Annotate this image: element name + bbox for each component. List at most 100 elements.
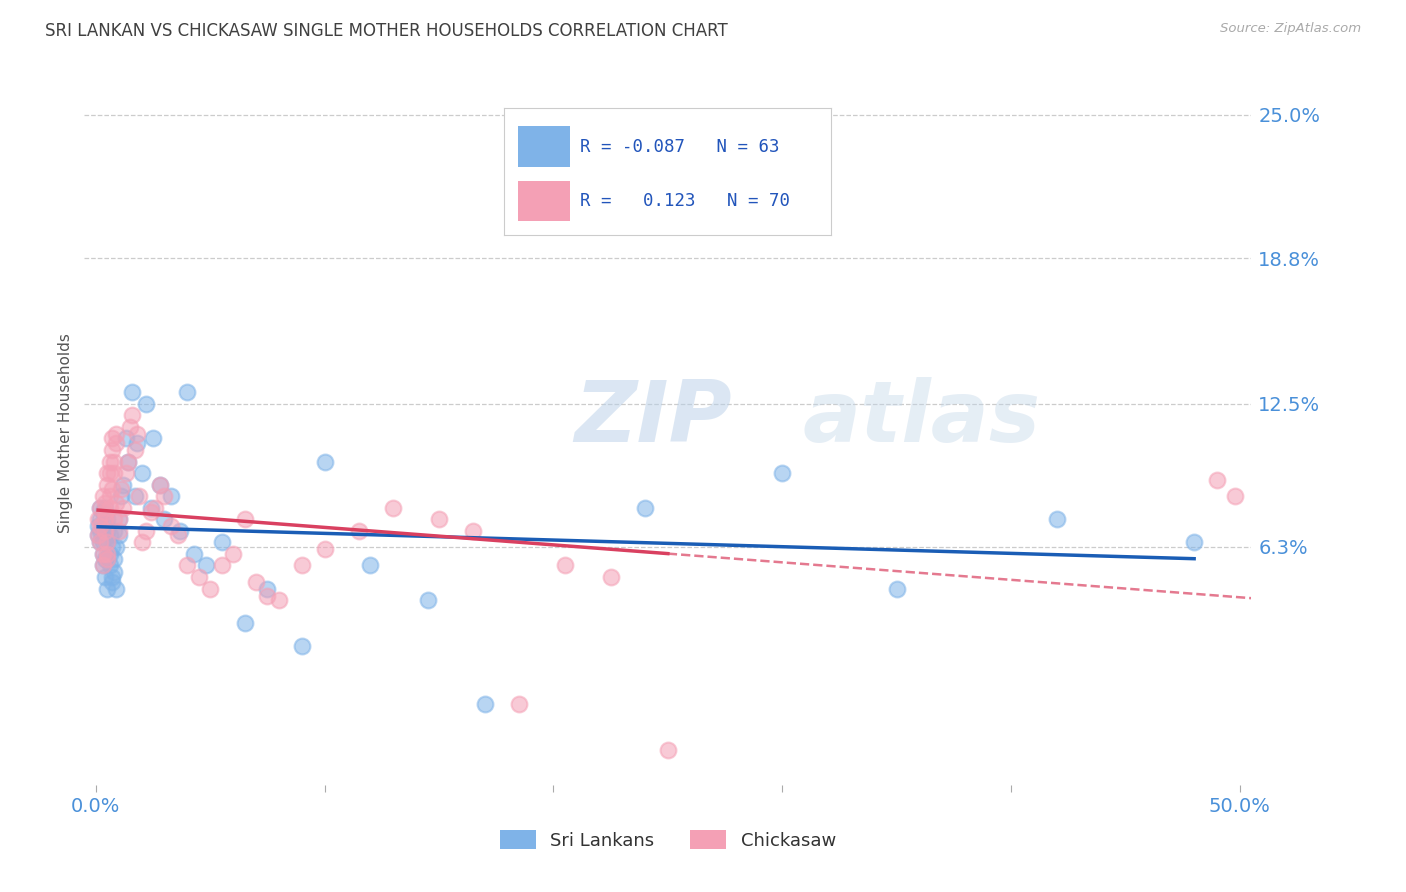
Point (96, 551, 118, 566)
Point (98, 466, 121, 480)
Point (128, 489, 150, 503)
Point (1225, 489, 1247, 503)
Point (143, 500, 166, 515)
Point (135, 524, 157, 538)
Point (125, 436, 148, 450)
Point (160, 489, 183, 503)
Point (110, 482, 132, 496)
Point (149, 477, 172, 491)
Point (107, 512, 129, 526)
Point (89, 535, 111, 549)
Point (89, 535, 111, 549)
Point (101, 570, 124, 584)
Point (211, 558, 233, 573)
Point (176, 385, 198, 400)
Point (101, 540, 124, 554)
Point (87, 528, 110, 542)
Point (98, 500, 121, 515)
Point (222, 547, 245, 561)
Point (96, 535, 118, 549)
Point (96, 524, 118, 538)
Text: atlas: atlas (801, 377, 1040, 460)
Point (110, 489, 132, 503)
Point (87, 512, 110, 526)
Point (770, 466, 793, 480)
Point (89, 500, 111, 515)
Point (107, 524, 129, 538)
Point (105, 436, 128, 450)
Point (124, 442, 146, 457)
Point (176, 558, 198, 573)
Point (634, 500, 657, 515)
Point (112, 500, 135, 515)
Point (167, 528, 190, 542)
Point (160, 519, 183, 533)
Point (1206, 473, 1229, 487)
Point (96, 466, 118, 480)
Point (124, 489, 146, 503)
Point (101, 482, 124, 496)
Point (599, 570, 621, 584)
Point (139, 505, 162, 519)
Point (139, 500, 162, 515)
Point (105, 496, 128, 510)
Point (1046, 512, 1069, 526)
Point (103, 524, 125, 538)
Point (256, 589, 278, 603)
Point (103, 551, 125, 566)
Point (427, 512, 450, 526)
Point (89, 524, 111, 538)
Point (233, 616, 256, 631)
Point (121, 385, 143, 400)
Point (98, 489, 121, 503)
Point (886, 582, 908, 596)
Point (508, 697, 530, 711)
Point (103, 512, 125, 526)
Point (107, 528, 129, 542)
Point (463, 524, 485, 538)
Point (98, 558, 121, 573)
Point (382, 500, 405, 515)
Point (96, 512, 118, 526)
Point (554, 558, 576, 573)
Point (101, 574, 124, 589)
Point (89, 512, 111, 526)
Point (94, 570, 117, 584)
Point (291, 558, 314, 573)
Point (91, 547, 114, 561)
Point (416, 593, 439, 607)
Point (125, 426, 148, 441)
Point (149, 477, 172, 491)
Point (89, 500, 111, 515)
Point (121, 409, 143, 423)
Point (142, 431, 165, 445)
Point (131, 535, 153, 549)
Point (187, 570, 209, 584)
Point (153, 489, 176, 503)
Point (267, 593, 290, 607)
Point (101, 442, 124, 457)
Text: Source: ZipAtlas.com: Source: ZipAtlas.com (1220, 22, 1361, 36)
Point (98, 547, 121, 561)
Point (1182, 535, 1205, 549)
Point (112, 477, 135, 491)
Point (91, 547, 114, 561)
Point (96, 535, 118, 549)
Point (105, 540, 128, 554)
Point (94, 524, 117, 538)
Point (96, 477, 118, 491)
Point (314, 542, 336, 557)
Point (94, 519, 117, 533)
Point (98, 528, 121, 542)
Point (657, 743, 679, 757)
Point (91, 558, 114, 573)
Point (94, 505, 117, 519)
Point (101, 431, 124, 445)
Point (94, 551, 117, 566)
Point (105, 582, 128, 596)
Y-axis label: Single Mother Households: Single Mother Households (58, 333, 73, 533)
Point (256, 582, 278, 596)
Point (94, 500, 117, 515)
Point (96, 547, 118, 561)
Text: ZIP: ZIP (575, 377, 733, 460)
